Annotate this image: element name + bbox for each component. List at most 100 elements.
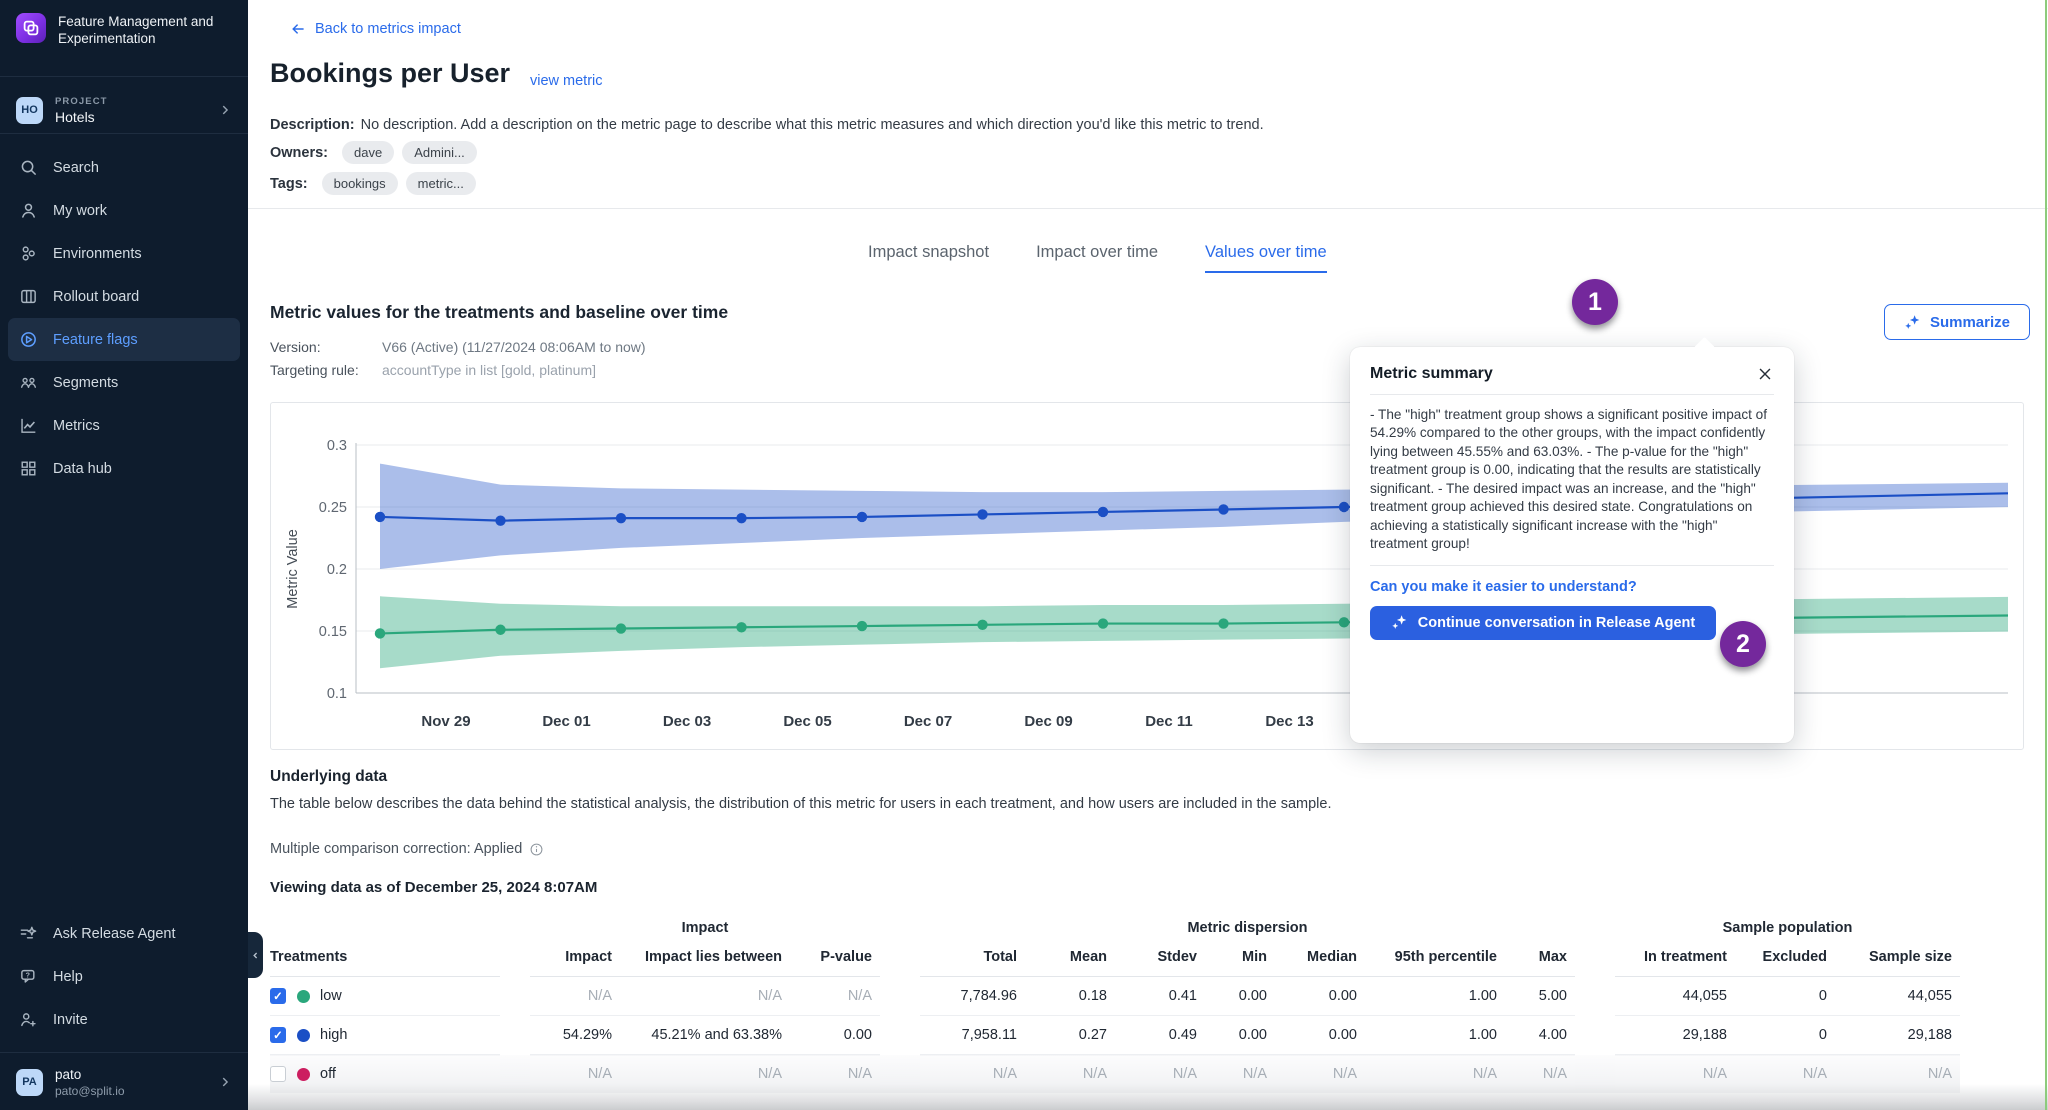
project-selector[interactable]: HO PROJECT Hotels bbox=[0, 86, 248, 134]
sidebar-item-label: Ask Release Agent bbox=[53, 925, 176, 942]
table-cell: N/A bbox=[1025, 1054, 1115, 1093]
user-menu[interactable]: PA pato pato@split.io bbox=[0, 1054, 248, 1110]
back-link[interactable]: Back to metrics impact bbox=[290, 21, 461, 37]
svg-text:Dec 03: Dec 03 bbox=[663, 713, 711, 730]
underlying-data-heading: Underlying data bbox=[270, 768, 388, 785]
table-cell: N/A bbox=[1615, 1054, 1735, 1093]
environments-icon bbox=[19, 244, 38, 263]
split-logo-icon bbox=[16, 13, 46, 43]
viewing-data-timestamp: Viewing data as of December 25, 2024 8:0… bbox=[270, 879, 598, 896]
user-avatar: PA bbox=[16, 1068, 43, 1096]
sidebar-item-my-work[interactable]: My work bbox=[8, 189, 240, 232]
tab-impact-over-time[interactable]: Impact over time bbox=[1036, 243, 1159, 261]
table-cell: 5.00 bbox=[1505, 976, 1575, 1016]
metrics-icon bbox=[19, 416, 38, 435]
treatment-checkbox[interactable] bbox=[270, 1066, 286, 1082]
sidebar-item-data-hub[interactable]: Data hub bbox=[8, 447, 240, 490]
sidebar-item-rollout-board[interactable]: Rollout board bbox=[8, 275, 240, 318]
sidebar-item-label: My work bbox=[53, 202, 107, 219]
column-header-max: Max bbox=[1505, 945, 1575, 977]
owners-row: Owners: dave Admini... bbox=[270, 141, 477, 164]
table-cell: 7,784.96 bbox=[920, 976, 1025, 1016]
tab-impact-snapshot[interactable]: Impact snapshot bbox=[868, 243, 990, 261]
svg-text:Nov 29: Nov 29 bbox=[421, 713, 470, 730]
column-header-95th-percentile: 95th percentile bbox=[1365, 945, 1505, 977]
invite-icon bbox=[19, 1010, 38, 1029]
owner-chip: Admini... bbox=[402, 141, 477, 164]
divider bbox=[1370, 564, 1774, 566]
continue-conversation-label: Continue conversation in Release Agent bbox=[1417, 614, 1696, 631]
close-icon[interactable] bbox=[1756, 365, 1774, 383]
column-header-impact: Impact bbox=[530, 945, 620, 977]
sidebar-item-search[interactable]: Search bbox=[8, 146, 240, 189]
tab-values-over-time[interactable]: Values over time bbox=[1205, 243, 1327, 273]
user-icon bbox=[19, 201, 38, 220]
summarize-button[interactable]: Summarize bbox=[1884, 304, 2030, 340]
group-header-metric-dispersion: Metric dispersion bbox=[1187, 920, 1308, 936]
screen-edge-artifact bbox=[2045, 0, 2047, 1110]
sidebar-item-metrics[interactable]: Metrics bbox=[8, 404, 240, 447]
brand: Feature Management and Experimentation bbox=[16, 13, 228, 48]
back-link-label: Back to metrics impact bbox=[315, 21, 461, 37]
project-avatar: HO bbox=[16, 96, 43, 124]
treatment-cell: ✓ low bbox=[270, 976, 500, 1016]
underlying-data-description: The table below describes the data behin… bbox=[270, 796, 1332, 812]
table-cell: N/A bbox=[1835, 1054, 1960, 1093]
sparkle-icon bbox=[1391, 614, 1408, 631]
treatment-cell: ✓ high bbox=[270, 1015, 500, 1055]
view-metric-link[interactable]: view metric bbox=[530, 73, 603, 89]
table-cell: 0.00 bbox=[1205, 976, 1275, 1016]
sidebar-item-segments[interactable]: Segments bbox=[8, 361, 240, 404]
table-cell: N/A bbox=[1365, 1054, 1505, 1093]
version-value: V66 (Active) (11/27/2024 08:06AM to now) bbox=[382, 339, 646, 355]
popover-title: Metric summary bbox=[1370, 365, 1493, 382]
table-cell: N/A bbox=[1115, 1054, 1205, 1093]
table-cell: 0.27 bbox=[1025, 1015, 1115, 1055]
spacer bbox=[1575, 977, 1615, 1016]
owner-chip: dave bbox=[342, 141, 395, 164]
sidebar-item-label: Data hub bbox=[53, 460, 112, 477]
treatment-checkbox[interactable]: ✓ bbox=[270, 1027, 286, 1043]
spacer bbox=[500, 1016, 530, 1055]
divider bbox=[0, 1052, 248, 1053]
spacer bbox=[1575, 920, 1615, 945]
info-icon[interactable] bbox=[529, 842, 544, 857]
svg-text:0.2: 0.2 bbox=[327, 562, 347, 578]
tag-chip: metric... bbox=[405, 172, 476, 195]
svg-text:Dec 01: Dec 01 bbox=[542, 713, 590, 730]
svg-text:Dec 13: Dec 13 bbox=[1265, 713, 1313, 730]
continue-conversation-button[interactable]: Continue conversation in Release Agent bbox=[1370, 605, 1716, 640]
table-cell: N/A bbox=[920, 1054, 1025, 1093]
sidebar-item-environments[interactable]: Environments bbox=[8, 232, 240, 275]
sidebar-collapse-handle[interactable] bbox=[248, 932, 263, 978]
sidebar-item-ask-release-agent[interactable]: Ask Release Agent bbox=[8, 912, 240, 955]
spacer bbox=[1575, 1016, 1615, 1055]
sidebar-item-label: Segments bbox=[53, 374, 119, 391]
sidebar-item-help[interactable]: ? Help bbox=[8, 955, 240, 998]
sidebar-item-feature-flags[interactable]: Feature flags bbox=[8, 318, 240, 361]
divider bbox=[248, 208, 2048, 209]
divider bbox=[1370, 394, 1774, 395]
description-label: Description: bbox=[270, 117, 355, 133]
sidebar-item-invite[interactable]: Invite bbox=[8, 998, 240, 1041]
correction-text: Multiple comparison correction: Applied bbox=[270, 841, 523, 857]
description-text: No description. Add a description on the… bbox=[360, 117, 1264, 133]
treatment-cell: off bbox=[270, 1054, 500, 1093]
column-header-mean: Mean bbox=[1025, 945, 1115, 977]
spacer bbox=[500, 1054, 530, 1093]
project-name: Hotels bbox=[55, 108, 95, 125]
divider bbox=[0, 76, 248, 77]
table-row-high: ✓ high 54.29% 45.21% and 63.38% 0.00 7,958.11… bbox=[270, 1015, 1960, 1055]
sidebar: Feature Management and Experimentation H… bbox=[0, 0, 248, 1110]
column-header-in-treatment: In treatment bbox=[1615, 945, 1735, 977]
spacer bbox=[880, 977, 920, 1016]
simplify-question-link[interactable]: Can you make it easier to understand? bbox=[1370, 578, 1637, 595]
correction-row: Multiple comparison correction: Applied bbox=[270, 841, 544, 857]
table-cell: N/A bbox=[1735, 1054, 1835, 1093]
table-cell: 4.00 bbox=[1505, 1015, 1575, 1055]
table-cell: 0 bbox=[1735, 976, 1835, 1016]
treatment-checkbox[interactable]: ✓ bbox=[270, 988, 286, 1004]
project-label: PROJECT bbox=[55, 95, 108, 107]
column-header-min: Min bbox=[1205, 945, 1275, 977]
svg-text:Dec 05: Dec 05 bbox=[783, 713, 831, 730]
